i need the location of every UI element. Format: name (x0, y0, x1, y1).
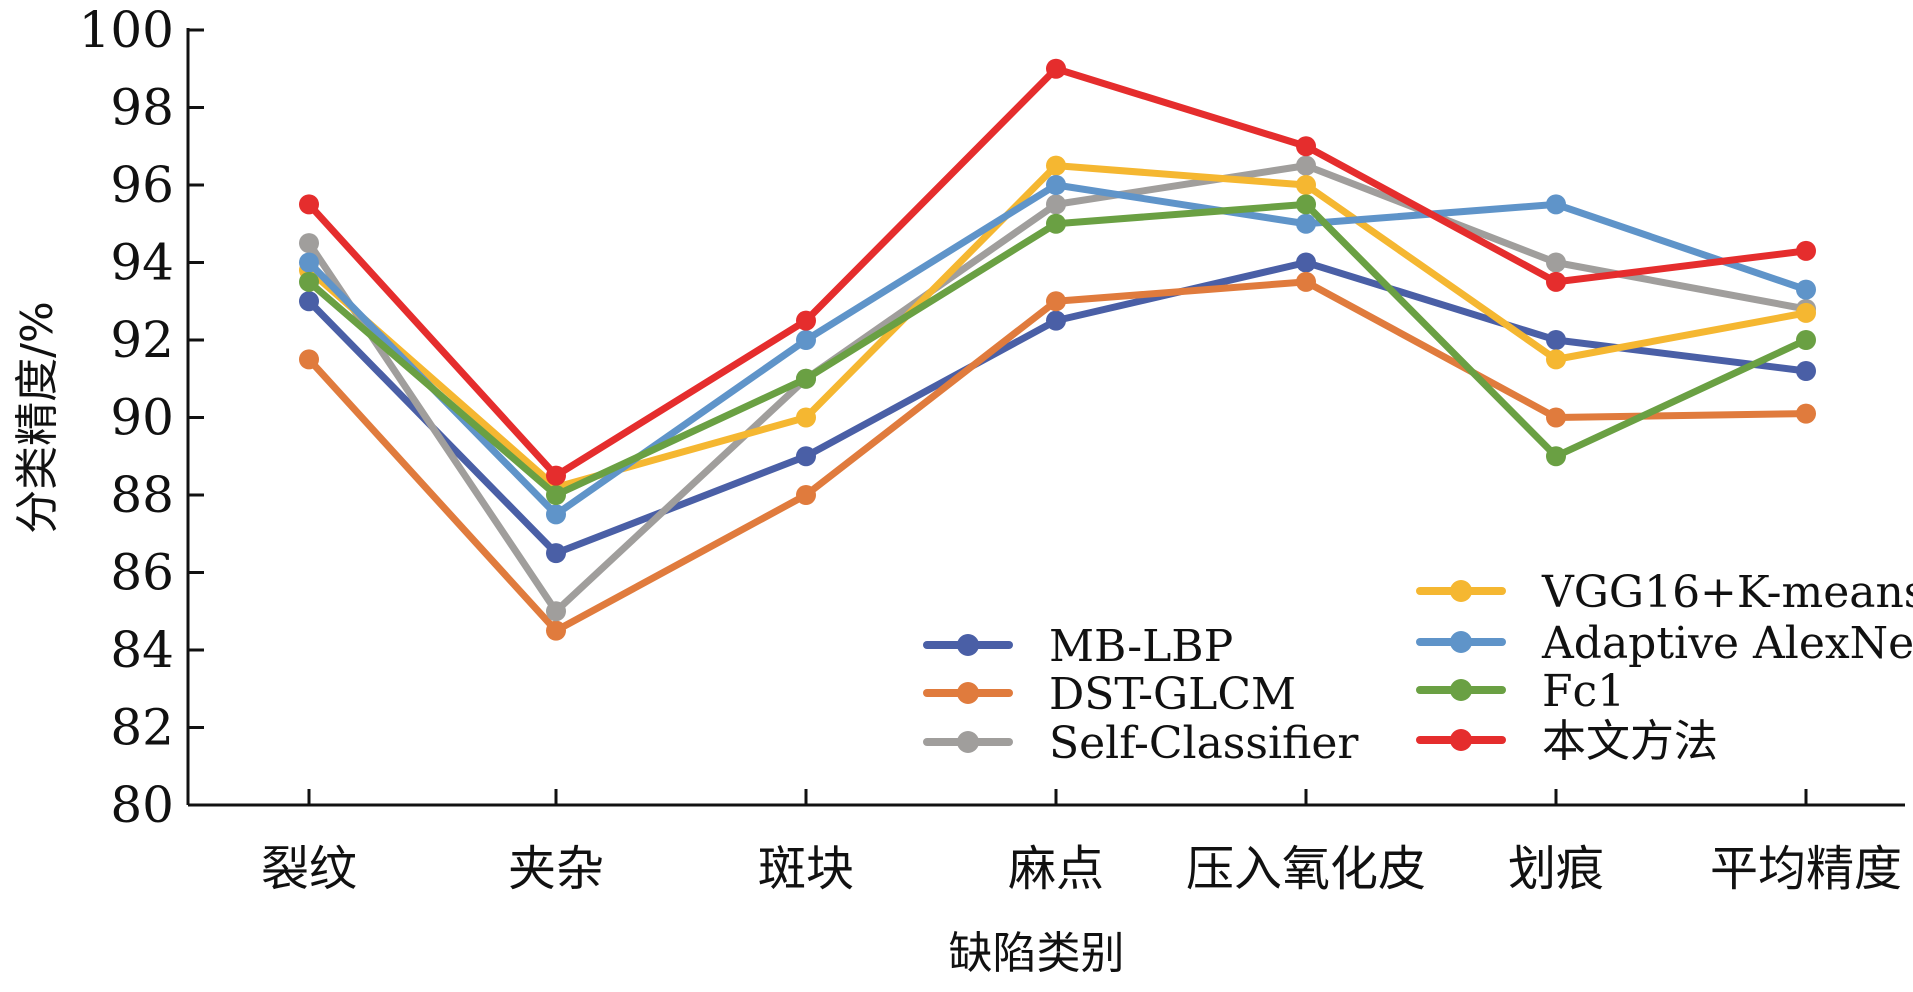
data-point (1046, 155, 1066, 176)
legend-swatch-marker (957, 682, 979, 704)
data-point (1546, 446, 1566, 467)
x-axis-title: 缺陷类别 (949, 928, 1125, 979)
x-tick-label: 斑块 (758, 841, 854, 897)
y-tick-label: 100 (79, 1, 174, 59)
data-point (1796, 279, 1816, 300)
series-layer (299, 58, 1816, 641)
data-point (546, 601, 566, 622)
data-point (1046, 310, 1066, 331)
data-point (546, 504, 566, 525)
legend-label: Adaptive AlexNet (1541, 618, 1913, 669)
data-point (796, 485, 816, 505)
legend-item: Fc1 (1416, 666, 1625, 717)
data-point (1796, 330, 1816, 350)
data-point (1546, 349, 1566, 370)
y-tick-label: 94 (110, 234, 174, 292)
data-point (1046, 213, 1066, 234)
x-tick-label: 裂纹 (261, 841, 357, 897)
data-point (796, 446, 816, 467)
data-point (1296, 271, 1316, 292)
data-point (546, 485, 566, 505)
data-point (1296, 155, 1316, 176)
data-point (299, 194, 319, 215)
data-point (1796, 361, 1816, 381)
series-4 (299, 175, 1816, 525)
legend-swatch-marker (1450, 729, 1472, 751)
y-tick-label: 96 (110, 156, 174, 214)
data-point (1296, 136, 1316, 157)
y-tick-label: 86 (110, 544, 174, 602)
series-1 (299, 271, 1816, 641)
legend-swatch-marker (1450, 631, 1472, 653)
data-point (1046, 175, 1066, 195)
legend-swatch-marker (957, 634, 979, 656)
data-point (796, 368, 816, 389)
y-tick-label: 90 (110, 389, 174, 447)
x-tick-label: 平均精度 (1710, 841, 1902, 897)
series-5 (299, 194, 1816, 505)
legend-label: DST-GLCM (1049, 669, 1296, 720)
y-axis-title: 分类精度/% (12, 301, 63, 534)
legend-item: Self-Classifier (923, 718, 1359, 769)
x-tick-label: 压入氧化皮 (1186, 841, 1426, 897)
y-ticks: 80 82 84 86 88 90 92 94 96 98 100 (79, 1, 204, 834)
legend-swatch-marker (1450, 580, 1472, 602)
y-tick-label: 84 (110, 621, 174, 679)
data-point (1046, 291, 1066, 312)
data-point (796, 310, 816, 331)
x-tick-label: 划痕 (1508, 841, 1604, 897)
series-6 (299, 58, 1816, 486)
data-point (299, 291, 319, 312)
data-point (1796, 302, 1816, 323)
data-point (546, 543, 566, 564)
y-tick-label: 80 (110, 776, 174, 834)
legend-label: MB-LBP (1049, 621, 1233, 672)
legend-label: Self-Classifier (1049, 718, 1359, 769)
legend-item: 本文方法 (1416, 716, 1718, 767)
data-point (299, 252, 319, 273)
legend-item: Adaptive AlexNet (1416, 618, 1913, 669)
data-point (1546, 407, 1566, 428)
legend-label: Fc1 (1542, 666, 1625, 717)
data-point (796, 330, 816, 350)
data-point (796, 407, 816, 428)
legend-swatch-marker (1450, 679, 1472, 701)
x-ticks: 裂纹 夹杂 斑块 麻点 压入氧化皮 划痕 平均精度 (261, 789, 1902, 897)
data-point (1546, 194, 1566, 215)
x-tick-label: 夹杂 (508, 841, 604, 897)
y-tick-label: 88 (110, 466, 174, 524)
legend-label: 本文方法 (1542, 716, 1718, 767)
legend-item: MB-LBP (923, 621, 1233, 672)
y-tick-label: 98 (110, 79, 174, 137)
data-point (1046, 58, 1066, 79)
data-point (1296, 175, 1316, 195)
y-tick-label: 82 (110, 699, 174, 757)
data-point (1296, 213, 1316, 234)
data-point (1796, 240, 1816, 261)
data-point (1296, 194, 1316, 215)
series-0 (299, 252, 1816, 564)
legend-swatch-marker (957, 731, 979, 753)
legend-item: DST-GLCM (923, 669, 1296, 720)
data-point (299, 271, 319, 292)
legend-item: VGG16+K-means (1416, 567, 1913, 618)
data-point (1796, 403, 1816, 424)
data-point (1546, 271, 1566, 292)
y-tick-label: 92 (110, 311, 174, 369)
x-tick-label: 麻点 (1008, 841, 1104, 897)
data-point (546, 620, 566, 641)
data-point (1546, 330, 1566, 350)
data-point (299, 233, 319, 254)
data-point (299, 349, 319, 370)
legend-label: VGG16+K-means (1541, 567, 1913, 618)
data-point (1546, 252, 1566, 273)
data-point (1296, 252, 1316, 273)
data-point (546, 465, 566, 486)
data-point (1046, 194, 1066, 215)
